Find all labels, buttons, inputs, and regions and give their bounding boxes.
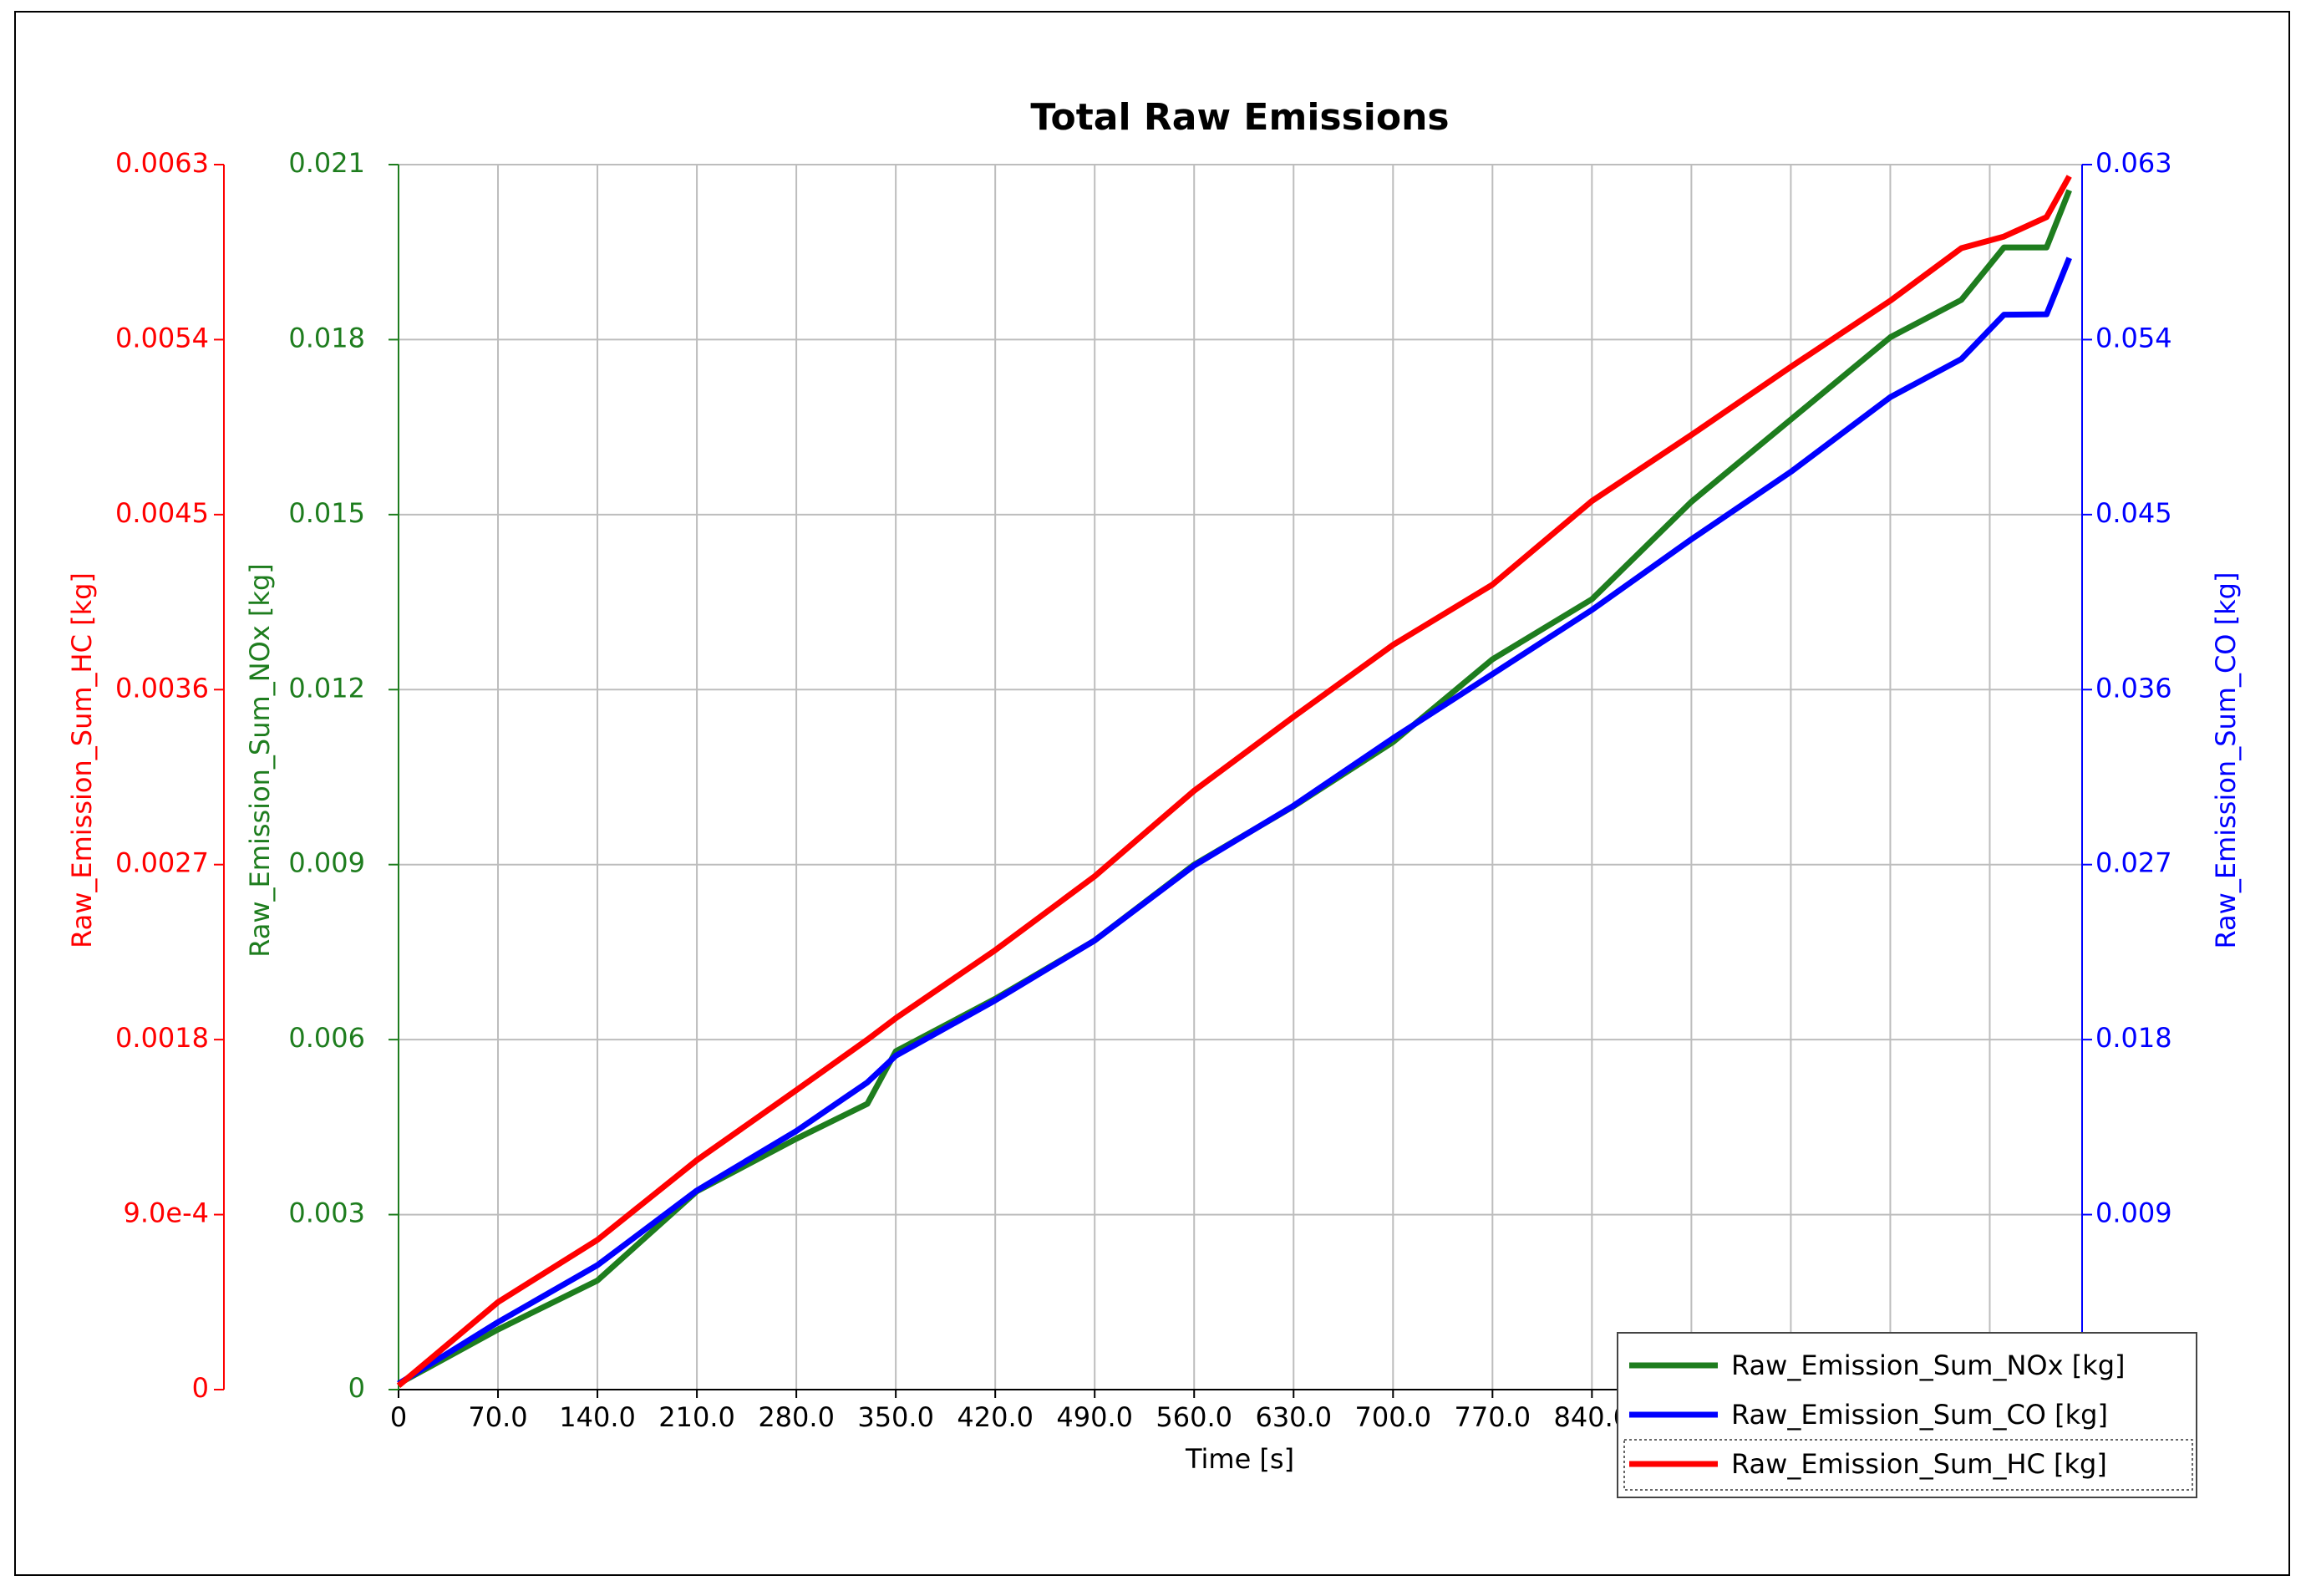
x-tick-label: 350.0 — [857, 1401, 934, 1433]
y-tick-label: 0.0063 — [115, 147, 209, 179]
y-tick-label: 0.0036 — [115, 672, 209, 704]
y-tick-label: 0.003 — [288, 1197, 365, 1229]
x-axis-title: Time [s] — [1185, 1443, 1294, 1475]
series-line — [396, 175, 2072, 1389]
x-tick-label: 770.0 — [1455, 1401, 1531, 1433]
y-tick-label: 0.054 — [2095, 322, 2172, 353]
x-tick-label: 210.0 — [658, 1401, 735, 1433]
legend-label: Raw_Emission_Sum_NOx [kg] — [1731, 1349, 2126, 1381]
x-tick-label: 420.0 — [957, 1401, 1034, 1433]
series-line — [397, 257, 2072, 1386]
y-tick-label: 0.009 — [2095, 1197, 2172, 1229]
y-tick-label: 0.018 — [2095, 1022, 2172, 1054]
y-axis-title: Raw_Emission_Sum_NOx [kg] — [244, 563, 276, 958]
y-tick-label: 0.0045 — [115, 497, 209, 529]
x-tick-label: 490.0 — [1056, 1401, 1133, 1433]
x-tick-label: 280.0 — [758, 1401, 835, 1433]
y-axis-title: Raw_Emission_Sum_HC [kg] — [66, 572, 98, 948]
chart-title: Total Raw Emissions — [1030, 96, 1449, 139]
legend-focus — [1623, 1439, 2193, 1491]
y-tick-label: 0.021 — [288, 147, 365, 179]
x-tick-label: 700.0 — [1354, 1401, 1431, 1433]
legend-label: Raw_Emission_Sum_HC [kg] — [1731, 1448, 2107, 1480]
y-tick-label: 0.036 — [2095, 672, 2172, 704]
x-tick-label: 140.0 — [559, 1401, 636, 1433]
y-tick-label: 0.045 — [2095, 497, 2172, 529]
y-tick-label: 0.009 — [288, 847, 365, 879]
y-tick-label: 0.063 — [2095, 147, 2172, 179]
y-tick-label: 0.006 — [288, 1022, 365, 1054]
y-tick-label: 0 — [348, 1372, 365, 1404]
y-axis-title: Raw_Emission_Sum_CO [kg] — [2210, 572, 2242, 949]
x-tick-label: 560.0 — [1156, 1401, 1232, 1433]
y-tick-label: 0.012 — [288, 672, 365, 704]
y-tick-label: 0.0018 — [115, 1022, 209, 1054]
y-tick-label: 0.027 — [2095, 847, 2172, 879]
frame — [14, 11, 2290, 1576]
x-tick-label: 0 — [390, 1401, 407, 1433]
x-tick-label: 70.0 — [468, 1401, 527, 1433]
y-tick-label: 9.0e-4 — [124, 1197, 209, 1229]
y-tick-label: 0.0027 — [115, 847, 209, 879]
y-tick-label: 0 — [192, 1372, 209, 1404]
y-tick-label: 0.018 — [288, 322, 365, 353]
y-tick-label: 0.0054 — [115, 322, 209, 353]
y-tick-label: 0.015 — [288, 497, 365, 529]
x-tick-label: 630.0 — [1255, 1401, 1332, 1433]
legend-label: Raw_Emission_Sum_CO [kg] — [1731, 1399, 2108, 1431]
